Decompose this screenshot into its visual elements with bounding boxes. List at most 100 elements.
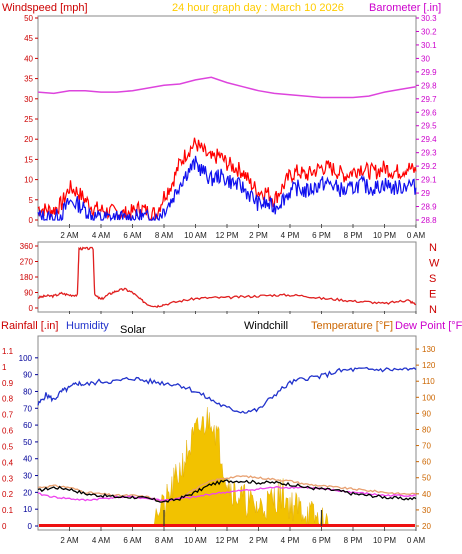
- wind-y-tick-label: 5: [29, 196, 34, 205]
- wind-x-tick-label: 4 AM: [92, 231, 111, 240]
- wind-y-tick-label: 40: [24, 54, 33, 63]
- hum-y-tick-label: 80: [23, 387, 32, 396]
- baro-y-tick-label: 30.2: [421, 27, 437, 36]
- baro-y-tick-label: 29.8: [421, 81, 437, 90]
- windspeed-title: Windspeed [mph]: [2, 2, 88, 14]
- climate-x-tick-label: 2 AM: [60, 536, 79, 545]
- baro-y-tick-label: 29.4: [421, 135, 437, 144]
- wind-x-tick-label: 0 AM: [407, 231, 426, 240]
- hum-y-tick-label: 20: [23, 488, 32, 497]
- rain-y-tick-label: 1: [2, 363, 7, 372]
- rain-y-tick-label: 0.7: [2, 411, 14, 420]
- barometer-line: [37, 76, 417, 99]
- baro-y-tick-label: 29.7: [421, 95, 437, 104]
- baro-y-tick-label: 30.3: [421, 14, 437, 23]
- baro-y-tick-label: 28.9: [421, 203, 437, 212]
- climate-x-tick-label: 4 AM: [92, 536, 111, 545]
- climate-x-tick-label: 0 AM: [407, 536, 426, 545]
- temp-y-tick-label: 90: [422, 409, 431, 418]
- temp-y-tick-label: 130: [422, 345, 436, 354]
- temp-y-tick-label: 80: [422, 425, 431, 434]
- wind-x-tick-label: 6 PM: [312, 231, 331, 240]
- baro-y-tick-label: 29.1: [421, 176, 437, 185]
- climate-x-tick-label: 4 PM: [281, 536, 300, 545]
- wind-y-tick-label: 50: [24, 14, 33, 23]
- wind-x-tick-label: 10 AM: [184, 231, 207, 240]
- wind-x-tick-label: 12 PM: [215, 231, 238, 240]
- windchill-label: Windchill: [244, 320, 288, 332]
- hum-y-tick-label: 90: [23, 371, 32, 380]
- temperature-label: Temperature [°F]: [311, 320, 393, 332]
- rain-y-tick-label: 0.8: [2, 395, 14, 404]
- wind-x-tick-label: 10 PM: [373, 231, 396, 240]
- rain-y-tick-label: 0.3: [2, 474, 14, 483]
- dir-y-tick-label: 270: [20, 258, 34, 267]
- wind-direction-line: [38, 246, 417, 309]
- climate-x-tick-label: 6 PM: [312, 536, 331, 545]
- hum-y-tick-label: 100: [19, 354, 33, 363]
- temp-y-tick-label: 120: [422, 361, 436, 370]
- hum-y-tick-label: 40: [23, 455, 32, 464]
- wind-y-tick-label: 25: [24, 115, 33, 124]
- wind-y-tick-label: 10: [24, 176, 33, 185]
- wind-y-tick-label: 20: [24, 135, 33, 144]
- wind-x-tick-label: 6 AM: [123, 231, 142, 240]
- dir-y-tick-label: 360: [20, 242, 34, 251]
- compass-label: N: [429, 304, 437, 316]
- climate-x-tick-label: 8 AM: [155, 536, 174, 545]
- baro-y-tick-label: 29.9: [421, 68, 437, 77]
- baro-y-tick-label: 28.8: [421, 216, 437, 225]
- compass-label: W: [429, 258, 440, 270]
- wind-y-tick-label: 15: [24, 155, 33, 164]
- rain-y-tick-label: 0: [2, 522, 7, 531]
- dir-y-tick-label: 0: [29, 304, 34, 313]
- hum-y-tick-label: 30: [23, 472, 32, 481]
- humidity-line: [37, 366, 417, 414]
- climate-x-tick-label: 6 AM: [123, 536, 142, 545]
- wind-x-tick-label: 8 PM: [344, 231, 363, 240]
- climate-x-tick-label: 8 PM: [344, 536, 363, 545]
- wind-y-tick-label: 0: [29, 216, 34, 225]
- baro-y-tick-label: 29.3: [421, 149, 437, 158]
- temperature-line: [37, 475, 417, 504]
- hum-y-tick-label: 0: [28, 522, 33, 531]
- wind-y-tick-label: 30: [24, 95, 33, 104]
- temp-y-tick-label: 20: [422, 522, 431, 531]
- climate-x-tick-label: 10 PM: [373, 536, 396, 545]
- wind-x-tick-label: 2 AM: [60, 231, 79, 240]
- temp-y-tick-label: 30: [422, 506, 431, 515]
- rainfall-bar: [39, 524, 415, 527]
- hum-y-tick-label: 60: [23, 421, 32, 430]
- hum-y-tick-label: 50: [23, 438, 32, 447]
- dir-y-tick-label: 90: [24, 289, 33, 298]
- temp-y-tick-label: 70: [422, 442, 431, 451]
- temp-y-tick-label: 40: [422, 490, 431, 499]
- humidity-label: Humidity: [66, 320, 109, 332]
- wind-x-tick-label: 4 PM: [281, 231, 300, 240]
- temp-y-tick-label: 110: [422, 377, 435, 386]
- rainfall-label: Rainfall [.in]: [1, 320, 58, 332]
- compass-label: S: [429, 273, 436, 285]
- rain-y-tick-label: 0.5: [2, 442, 14, 451]
- compass-label: N: [429, 242, 437, 254]
- wind-y-tick-label: 35: [24, 75, 33, 84]
- temp-y-tick-label: 60: [422, 458, 431, 467]
- rain-y-tick-label: 0.9: [2, 379, 14, 388]
- rain-y-tick-label: 0.6: [2, 427, 14, 436]
- hum-y-tick-label: 70: [23, 404, 32, 413]
- solar-label: Solar: [120, 324, 146, 336]
- wind-x-tick-label: 8 AM: [155, 231, 174, 240]
- baro-y-tick-label: 29.2: [421, 162, 437, 171]
- wind-x-tick-label: 2 PM: [249, 231, 268, 240]
- baro-y-tick-label: 29: [421, 189, 430, 198]
- rain-y-tick-label: 0.4: [2, 458, 14, 467]
- baro-y-tick-label: 29.6: [421, 108, 437, 117]
- temp-y-tick-label: 50: [422, 474, 431, 483]
- barometer-title: Barometer [.in]: [369, 2, 441, 14]
- wind-average-line: [37, 155, 417, 222]
- climate-x-tick-label: 10 AM: [184, 536, 207, 545]
- climate-x-tick-label: 12 PM: [215, 536, 238, 545]
- climate-x-tick-label: 2 PM: [249, 536, 268, 545]
- baro-y-tick-label: 29.5: [421, 122, 437, 131]
